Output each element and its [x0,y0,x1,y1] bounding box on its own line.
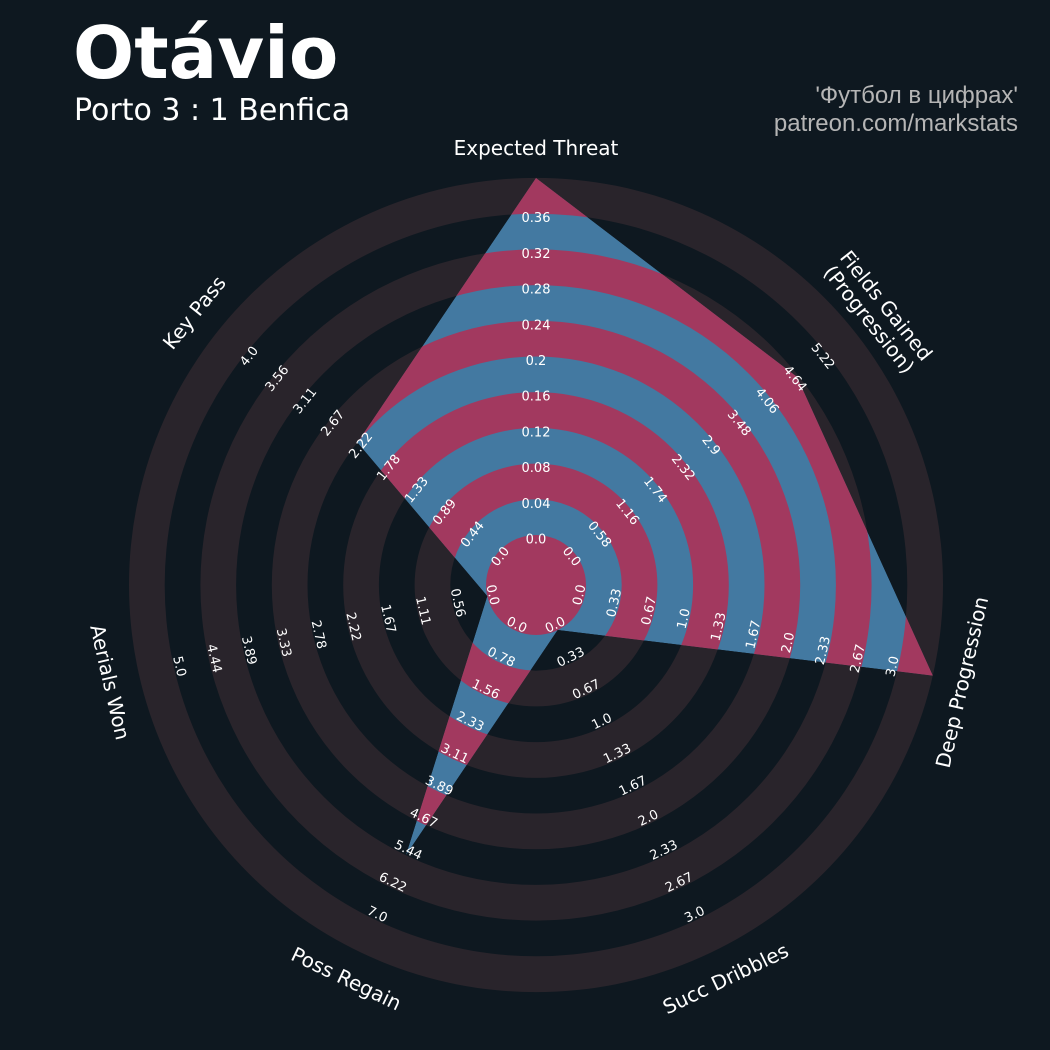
tick-label: 5.0 [169,655,188,679]
tick-label: 0.16 [522,390,551,405]
tick-label: 1.67 [743,619,764,651]
tick-label: 0.32 [522,247,551,262]
axis-label: Aerials Won [85,622,135,742]
tick-label: 2.22 [342,611,363,643]
radar-area-band [486,535,586,635]
radar-tick-labels: 0.0 0.04 0.08 0.12 0.16 0.2 0.24 0.28 0.32 0.36 0.… [169,211,902,926]
tick-label: 0.0 [526,533,547,548]
player-name-title: Otávio [73,11,339,95]
tick-label: 2.0 [779,631,798,655]
tick-label: 3.33 [273,627,294,659]
tick-label: 0.0 [482,583,501,607]
tick-label: 0.2 [526,354,547,369]
tick-label: 0.28 [522,283,551,298]
tick-label: 1.0 [675,607,694,631]
credit-url: patreon.com/markstats [773,110,1018,137]
tick-label: 0.0 [570,583,589,607]
tick-label: 2.67 [848,643,869,675]
tick-label: 0.04 [522,497,551,512]
tick-label: 0.24 [522,318,551,333]
tick-label: 0.08 [522,461,551,476]
axis-label: Expected Threat [454,136,619,160]
tick-label: 4.44 [203,643,224,675]
tick-label: 0.12 [522,425,551,440]
tick-label: 0.56 [447,587,468,619]
tick-label: 2.33 [813,635,834,667]
tick-label: 0.67 [639,595,660,627]
credit-source: 'Футбол в цифрах' [815,82,1018,109]
tick-label: 3.89 [238,635,259,667]
tick-label: 3.0 [883,655,902,679]
tick-label: 0.33 [604,587,625,619]
tick-label: 1.11 [412,595,433,627]
match-subtitle: Porto 3 : 1 Benfica [74,93,351,128]
tick-label: 2.78 [308,619,329,651]
tick-label: 1.33 [709,611,730,643]
tick-label: 1.67 [377,603,398,635]
tick-label: 0.36 [522,211,551,226]
